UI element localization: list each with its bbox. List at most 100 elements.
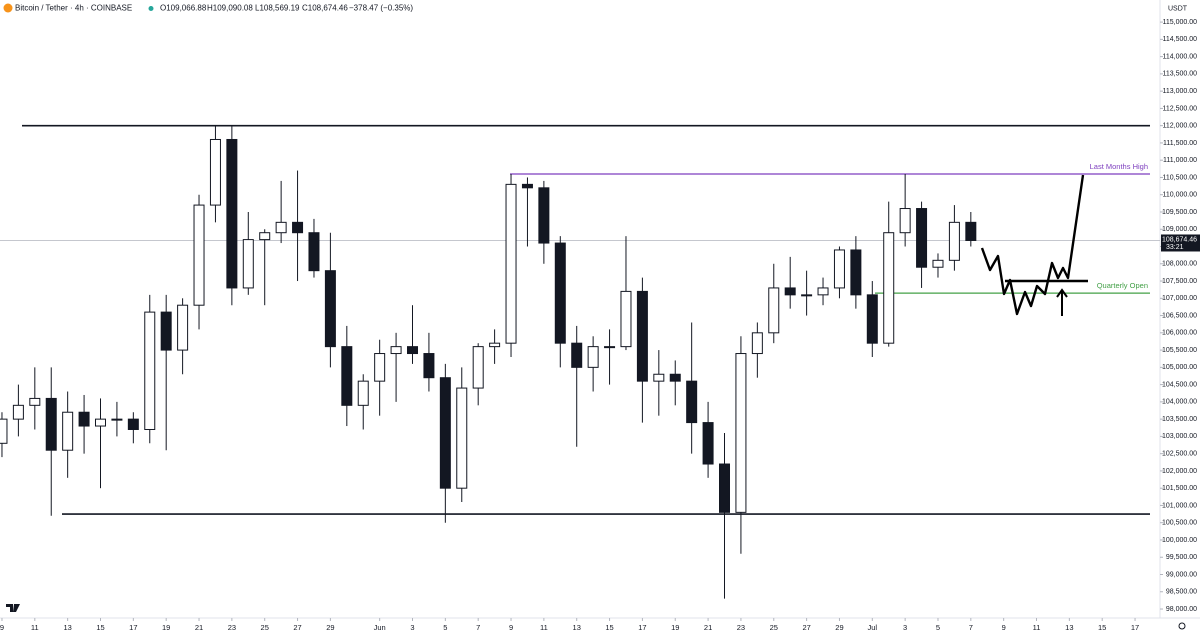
- x-tick-label: Jun: [374, 623, 386, 632]
- x-tick-label: 27: [293, 623, 301, 632]
- y-tick-label: 113,500.00: [1162, 71, 1197, 78]
- candle-body: [177, 304, 189, 351]
- candle-body: [374, 353, 386, 382]
- x-tick-label: Jul: [868, 623, 878, 632]
- x-tick-label: 15: [96, 623, 104, 632]
- candle-body: [653, 373, 665, 382]
- x-tick-label: 25: [261, 623, 269, 632]
- candle-body: [735, 353, 747, 513]
- x-tick-label: 27: [802, 623, 810, 632]
- tv-logo: [6, 604, 20, 612]
- candle-body: [242, 239, 254, 289]
- plot: Last Months High Quarterly Open: [0, 124, 1160, 599]
- y-tick-label: 103,000.00: [1162, 433, 1197, 440]
- x-tick-label: 17: [1131, 623, 1139, 632]
- x-tick-label: 13: [573, 623, 581, 632]
- y-tick-label: 107,000.00: [1162, 295, 1197, 302]
- x-tick-label: 11: [540, 623, 548, 632]
- candle-body: [883, 232, 895, 344]
- y-tick-label: 102,500.00: [1162, 451, 1197, 458]
- candle-body: [965, 221, 977, 241]
- x-tick-label: 5: [936, 623, 940, 632]
- candle-body: [866, 294, 878, 344]
- candle-body: [554, 242, 566, 344]
- ohlc-open: O109,066.88: [160, 4, 207, 13]
- change: −378.47 (−0.35%): [349, 4, 413, 13]
- candle-body: [439, 377, 451, 489]
- candle-body: [12, 404, 24, 420]
- x-tick-label: 29: [835, 623, 843, 632]
- y-tick-label: 98,500.00: [1166, 589, 1197, 596]
- y-tick-label: 103,500.00: [1162, 416, 1197, 423]
- candle-body: [521, 183, 533, 189]
- candle-body: [45, 397, 57, 451]
- y-tick-label: 104,000.00: [1162, 399, 1197, 406]
- candle-body: [505, 183, 517, 344]
- x-tick-label: 21: [704, 623, 712, 632]
- candle-body: [719, 463, 731, 513]
- x-tick-label: 9: [0, 623, 4, 632]
- x-tick-label: 21: [195, 623, 203, 632]
- x-tick-label: 23: [228, 623, 236, 632]
- x-tick-label: 13: [1065, 623, 1073, 632]
- candle-body: [456, 387, 468, 489]
- status-dot: [148, 6, 154, 11]
- x-tick-label: 15: [1098, 623, 1106, 632]
- settings-gear[interactable]: [1178, 622, 1186, 630]
- y-tick-label: 112,500.00: [1162, 105, 1197, 112]
- y-tick-label: 102,000.00: [1162, 468, 1197, 475]
- x-tick-label: 3: [903, 623, 907, 632]
- candle-body: [948, 221, 960, 261]
- candle-body: [833, 249, 845, 289]
- y-tick-label: 112,000.00: [1162, 123, 1197, 130]
- candle-body: [390, 346, 402, 355]
- candle-body: [357, 380, 369, 406]
- candle-body: [784, 287, 796, 296]
- y-tick-label: 108,000.00: [1162, 261, 1197, 268]
- level-label: Last Months High: [1090, 162, 1148, 171]
- candle-body: [489, 342, 501, 348]
- x-tick-label: 19: [162, 623, 170, 632]
- y-tick-label: 101,500.00: [1162, 485, 1197, 492]
- symbol-icon: [3, 3, 13, 13]
- candle-body: [324, 270, 336, 348]
- y-tick-label: 114,000.00: [1162, 53, 1197, 60]
- candle-body: [768, 287, 780, 334]
- candle-body: [686, 380, 698, 424]
- y-tick-label: 101,000.00: [1162, 502, 1197, 509]
- candle-body: [751, 332, 763, 355]
- x-tick-label: 7: [969, 623, 973, 632]
- last-price-label: 108,674.46: [1162, 236, 1197, 243]
- candle-body: [111, 418, 123, 421]
- ohlc-high: H109,090.08: [207, 4, 253, 13]
- candle-body: [587, 346, 599, 368]
- x-tick-label: 5: [443, 623, 447, 632]
- y-tick-label: 115,000.00: [1162, 19, 1197, 26]
- y-tick-label: 114,500.00: [1162, 36, 1197, 43]
- candle-body: [29, 397, 41, 406]
- candle-body: [636, 290, 648, 382]
- settings-icon[interactable]: [1178, 622, 1186, 630]
- x-tick-label: 17: [638, 623, 646, 632]
- x-tick-label: 9: [509, 623, 513, 632]
- x-tick-label: 23: [737, 623, 745, 632]
- x-tick-label: 9: [1002, 623, 1006, 632]
- last-price-box: [1161, 234, 1200, 252]
- candle-body: [275, 221, 287, 234]
- y-tick-label: 107,500.00: [1162, 278, 1197, 285]
- x-tick-label: 13: [63, 623, 71, 632]
- candle-body: [144, 311, 156, 430]
- candle-body: [209, 138, 221, 206]
- candle-body: [817, 287, 829, 296]
- candle-body: [407, 346, 419, 355]
- level-label: Quarterly Open: [1097, 281, 1148, 290]
- candle-body: [62, 411, 74, 451]
- candle-body: [308, 232, 320, 272]
- x-tick-label: 11: [31, 623, 39, 632]
- projection-drawing: [980, 174, 1085, 316]
- candle-body: [0, 418, 8, 444]
- candle-body: [916, 208, 928, 268]
- candle-body: [226, 138, 238, 289]
- y-tick-label: 99,500.00: [1166, 554, 1197, 561]
